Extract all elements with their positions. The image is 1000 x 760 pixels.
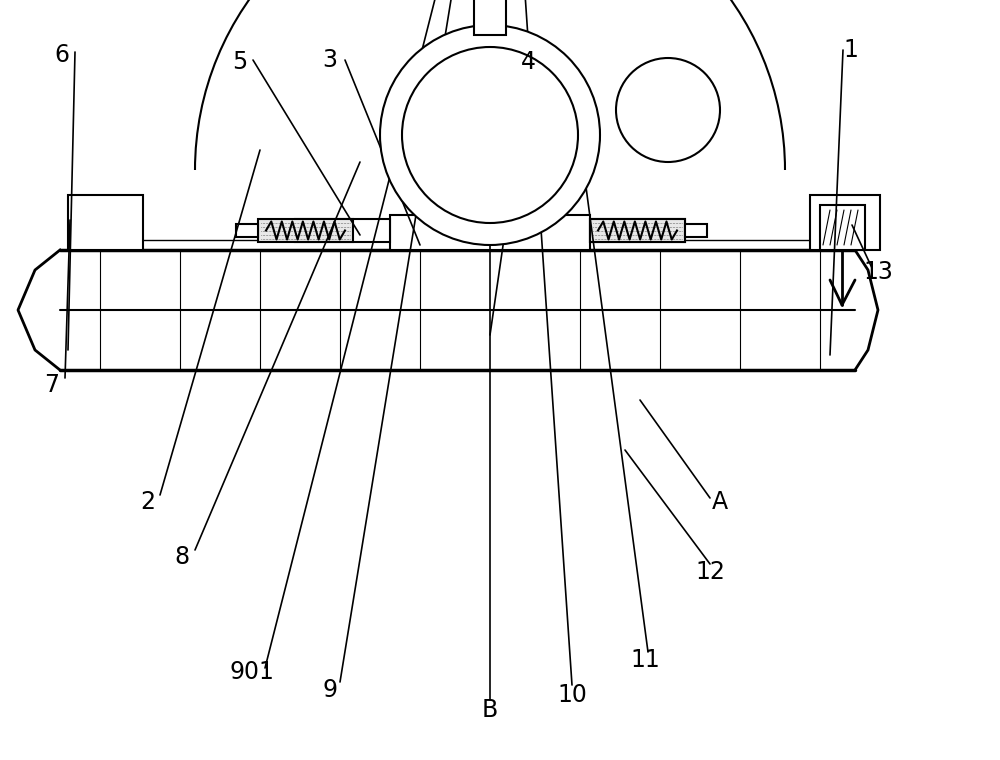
Bar	[820, 205, 865, 250]
Text: 11: 11	[630, 648, 660, 672]
Bar	[685, 224, 707, 237]
Text: 7: 7	[44, 373, 60, 397]
Text: 8: 8	[174, 545, 190, 569]
Bar	[590, 219, 685, 242]
Text: 5: 5	[232, 50, 248, 74]
Text: 901: 901	[230, 660, 274, 684]
Circle shape	[616, 58, 720, 162]
Bar	[810, 195, 880, 250]
Bar	[295, 219, 390, 242]
Bar	[390, 215, 590, 250]
Text: 9: 9	[322, 678, 338, 702]
Circle shape	[402, 47, 578, 223]
Text: 3: 3	[322, 48, 338, 72]
Bar	[68, 195, 143, 250]
Bar	[474, 0, 506, 35]
Text: B: B	[482, 698, 498, 722]
Text: 10: 10	[557, 683, 587, 707]
Bar	[236, 224, 258, 237]
Text: 2: 2	[140, 490, 156, 514]
Text: 12: 12	[695, 560, 725, 584]
Text: 4: 4	[520, 50, 536, 74]
Circle shape	[380, 25, 600, 245]
Bar	[590, 219, 685, 242]
Text: A: A	[712, 490, 728, 514]
Text: 6: 6	[54, 43, 70, 67]
Text: 13: 13	[863, 260, 893, 284]
Text: 1: 1	[843, 38, 858, 62]
Bar	[258, 219, 353, 242]
